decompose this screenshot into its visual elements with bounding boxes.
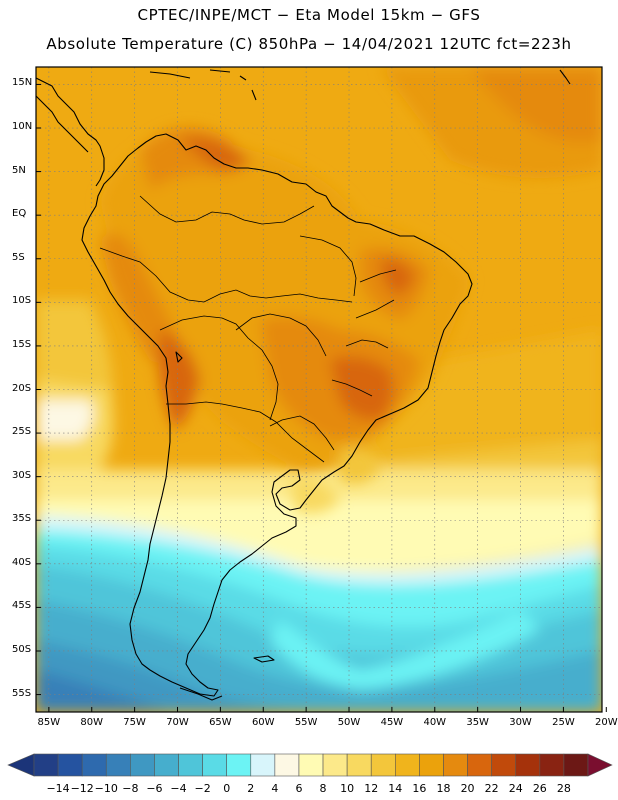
map-title-line-2: Absolute Temperature (C) 850hPa − 14/04/… xyxy=(46,35,572,53)
colorbar-tick-label: 28 xyxy=(556,782,571,795)
colorbar-tick-label: 10 xyxy=(340,782,355,795)
colorbar-swatch xyxy=(154,753,179,777)
colorbar-underflow-arrow xyxy=(7,753,35,777)
colorbar-swatch xyxy=(419,753,444,777)
temperature-field xyxy=(36,67,602,712)
map-title-line-1: CPTEC/INPE/MCT − Eta Model 15km − GFS xyxy=(137,6,481,24)
colorbar-tick-label: −14 xyxy=(46,782,70,795)
colorbar-tick-label: −10 xyxy=(94,782,118,795)
country-borders xyxy=(99,195,397,463)
longitude-label: 85W xyxy=(37,717,61,728)
colorbar-overflow-arrow xyxy=(587,753,613,777)
colorbar-tick-label: −4 xyxy=(170,782,187,795)
latitude-label: 5N xyxy=(12,164,26,176)
colorbar-swatch xyxy=(250,753,276,777)
latitude-label: 25S xyxy=(12,426,32,438)
coastlines xyxy=(36,69,571,701)
colorbar-swatch xyxy=(563,753,589,777)
longitude-label: 35W xyxy=(466,717,489,728)
colorbar-swatch xyxy=(370,753,396,777)
colorbar-tick-label: 0 xyxy=(223,782,231,795)
colorbar-swatch xyxy=(395,753,420,777)
south-america-coastline xyxy=(81,133,473,697)
longitude-label: 40W xyxy=(423,717,447,728)
longitude-label: 75W xyxy=(123,717,146,728)
colorbar-swatch xyxy=(491,753,517,777)
colorbar-swatch xyxy=(467,753,492,777)
colorbar-tick-label: 20 xyxy=(460,782,475,795)
colorbar-swatch xyxy=(322,753,348,777)
colorbar-tick-label: −2 xyxy=(194,782,211,795)
colorbar-tick-label: 18 xyxy=(436,782,451,795)
colorbar-swatch xyxy=(443,753,468,777)
longitude-label: 45W xyxy=(380,717,404,728)
colorbar-tick-label: 24 xyxy=(508,782,523,795)
latitude-label: 55S xyxy=(12,687,32,699)
temperature-map xyxy=(35,66,607,713)
colorbar-swatch xyxy=(226,753,252,777)
colorbar-tick-label: −12 xyxy=(70,782,94,795)
colorbar-tick-label: 6 xyxy=(295,782,303,795)
colorbar-tick-label: −6 xyxy=(146,782,163,795)
longitude-label: 25W xyxy=(552,717,575,728)
latitude-label: EQ xyxy=(12,208,27,220)
latitude-label: 10S xyxy=(12,295,32,307)
axis-ticks xyxy=(36,83,607,712)
colorbar-swatch xyxy=(298,753,324,777)
colorbar xyxy=(7,753,613,777)
latitude-label: 45S xyxy=(12,600,32,612)
colorbar-swatch xyxy=(33,753,59,777)
colorbar-tick-label: 26 xyxy=(532,782,547,795)
latitude-label: 35S xyxy=(12,513,32,525)
colorbar-tick-label: 16 xyxy=(412,782,427,795)
colorbar-tick-label: 8 xyxy=(319,782,327,795)
central-america-coastline xyxy=(36,77,105,187)
longitude-label: 65W xyxy=(209,717,232,728)
colorbar-swatch xyxy=(178,753,203,777)
latitude-label: 50S xyxy=(12,643,32,655)
longitude-label: 60W xyxy=(251,717,275,728)
colorbar-tick-label: −8 xyxy=(122,782,139,795)
colorbar-swatch xyxy=(346,753,372,777)
colorbar-swatch xyxy=(274,753,300,777)
colorbar-tick-label: 14 xyxy=(388,782,403,795)
tierra-del-fuego xyxy=(179,655,275,701)
longitude-label: 50W xyxy=(337,717,361,728)
colorbar-tick-label: 22 xyxy=(484,782,499,795)
colorbar-swatch xyxy=(57,753,83,777)
colorbar-swatch xyxy=(515,753,541,777)
colorbar-swatch xyxy=(130,753,155,777)
colorbar-swatch xyxy=(81,753,107,777)
longitude-label: 80W xyxy=(80,717,104,728)
longitude-label: 20W xyxy=(594,717,618,728)
colorbar-tick-label: 4 xyxy=(271,782,279,795)
latitude-label: 15N xyxy=(12,77,33,89)
colorbar-tick-label: 12 xyxy=(364,782,379,795)
latitude-label: 40S xyxy=(12,556,32,568)
colorbar-swatch xyxy=(105,753,131,777)
lake-titicaca xyxy=(175,351,183,363)
caribbean-islands xyxy=(149,69,571,101)
longitude-label: 30W xyxy=(509,717,532,728)
colorbar-swatch xyxy=(202,753,227,777)
latitude-label: 20S xyxy=(12,382,32,394)
latitude-label: 5S xyxy=(12,251,25,263)
latitude-label: 30S xyxy=(12,469,32,481)
longitude-label: 70W xyxy=(166,717,189,728)
latitude-label: 10N xyxy=(12,121,33,132)
latitude-label: 15S xyxy=(12,338,32,350)
colorbar-tick-label: 2 xyxy=(247,782,255,795)
colorbar-swatch xyxy=(539,753,565,777)
longitude-label: 55W xyxy=(294,717,318,728)
